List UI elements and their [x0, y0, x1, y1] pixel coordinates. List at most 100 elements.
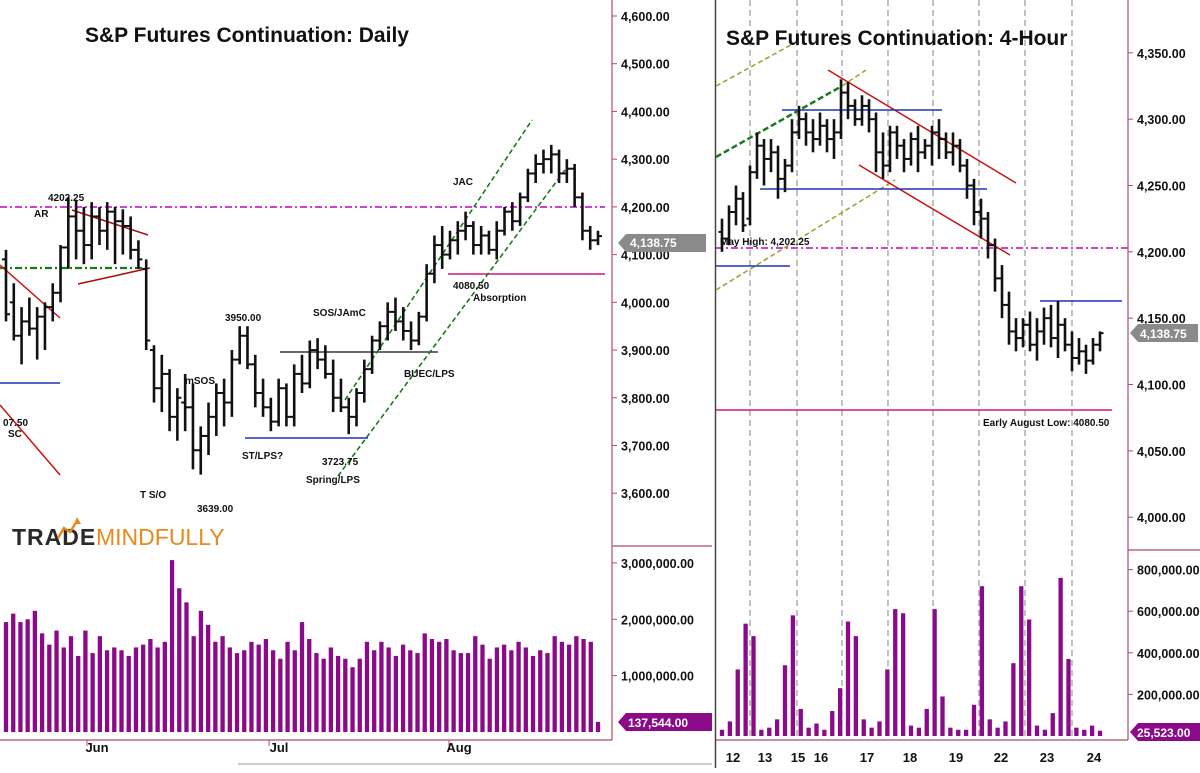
h4-volume-bar: [838, 688, 842, 736]
daily-volume-bar: [26, 619, 30, 732]
daily-volume-bar: [18, 622, 22, 732]
h4-volume-bar: [806, 728, 810, 736]
h4-volume-bar: [956, 730, 960, 736]
h4-volume-bar: [1019, 586, 1023, 736]
daily-volume-bar: [459, 653, 463, 732]
h4-volume-bar: [964, 730, 968, 736]
daily-volume-bar: [430, 639, 434, 732]
daily-last-volume-text: 137,544.00: [628, 716, 688, 730]
h4-volume-bar: [940, 696, 944, 736]
daily-volume-bar: [163, 642, 167, 732]
h4-volume-bar: [720, 730, 724, 736]
h4-time-tick-label: 18: [903, 750, 917, 765]
daily-volume-bar: [141, 645, 145, 732]
h4-volume-bar: [932, 609, 936, 736]
daily-volume-bar: [293, 650, 297, 732]
brand-mindfully: MINDFULLY: [96, 524, 225, 550]
annotation-3639: 3639.00: [197, 504, 234, 515]
h4-volume-bar: [783, 665, 787, 736]
h4-volume-bar: [1066, 659, 1070, 736]
annotation-sc: SC: [8, 429, 22, 440]
daily-volume-bar: [134, 647, 138, 732]
brand-trade: TRADE: [12, 524, 96, 550]
daily-price-tick-label: 4,600.00: [621, 10, 670, 24]
h4-time-tick-label: 24: [1087, 750, 1102, 765]
h4-volume-bar: [877, 721, 881, 736]
daily-volume-bar: [47, 645, 51, 732]
daily-time-tick-label: Jul: [270, 740, 289, 755]
daily-volume-bar: [40, 633, 44, 732]
daily-volume-bar: [365, 642, 369, 732]
daily-volume-bar: [285, 642, 289, 732]
daily-volume-bar: [574, 636, 578, 732]
daily-volume-bar: [90, 653, 94, 732]
annotation-sos-jamc: SOS/JAmC: [313, 308, 366, 319]
daily-time-tick-label: Jun: [85, 740, 108, 755]
daily-volume-bar: [76, 656, 80, 732]
h4-price-tick-label: 4,000.00: [1137, 511, 1186, 525]
daily-volume-bar: [415, 653, 419, 732]
daily-volume-bar: [372, 650, 376, 732]
h4-volume-bar: [1058, 578, 1062, 736]
h4-volume-bar: [1035, 726, 1039, 736]
daily-volume-bar: [220, 636, 224, 732]
h4-volume-bar: [1082, 730, 1086, 736]
h4-volume-bar: [995, 728, 999, 736]
daily-volume-bar: [119, 650, 123, 732]
daily-volume-bar: [394, 656, 398, 732]
h4-volume-bar: [862, 719, 866, 736]
h4-volume-tick-label: 200,000.00: [1137, 688, 1200, 702]
daily-volume-bar: [33, 611, 37, 732]
h4-volume-bar: [988, 719, 992, 736]
daily-volume-bar: [516, 642, 520, 732]
h4-time-tick-label: 16: [814, 750, 828, 765]
daily-volume-bar: [581, 639, 585, 732]
annotation-buec-lps: BUEC/LPS: [404, 369, 455, 380]
daily-volume-bar: [69, 636, 73, 732]
h4-time-tick-label: 12: [726, 750, 740, 765]
daily-volume-tick-label: 3,000,000.00: [621, 557, 694, 571]
h4-time-tick-label: 23: [1040, 750, 1054, 765]
daily-volume-bar: [423, 633, 427, 732]
daily-volume-bar: [98, 636, 102, 732]
h4-volume-bar: [736, 669, 740, 736]
h4-volume-bar: [1098, 731, 1102, 736]
daily-volume-bar: [531, 656, 535, 732]
h4-volume-bar: [885, 669, 889, 736]
h4-volume-bar: [767, 728, 771, 736]
h4-volume-bar: [980, 586, 984, 736]
h4-volume-bar: [728, 721, 732, 736]
daily-volume-bar: [545, 653, 549, 732]
h4-volume-bar: [909, 726, 913, 736]
h4-volume-bar: [1011, 663, 1015, 736]
daily-volume-bar: [11, 614, 15, 732]
daily-volume-bar: [155, 647, 159, 732]
h4-volume-bar: [791, 615, 795, 736]
h4-volume-bar: [846, 622, 850, 736]
daily-volume-bar: [170, 560, 174, 732]
h4-volume-bar: [751, 636, 755, 736]
h4-volume-bar: [830, 711, 834, 736]
annotation-st-lps: ST/LPS?: [242, 451, 283, 462]
h4-chart-title: S&P Futures Continuation: 4-Hour: [726, 27, 1067, 50]
daily-price-tick-label: 4,300.00: [621, 153, 670, 167]
h4-volume-bar: [814, 724, 818, 736]
annotation-4080: 4080.50: [453, 281, 490, 292]
daily-volume-bar: [401, 645, 405, 732]
h4-volume-bar: [917, 728, 921, 736]
h4-volume-tick-label: 400,000.00: [1137, 647, 1200, 661]
daily-volume-bar: [509, 650, 513, 732]
h4-volume-bar: [972, 705, 976, 736]
daily-volume-bar: [257, 645, 261, 732]
h4-price-tick-label: 4,100.00: [1137, 379, 1186, 393]
daily-volume-bar: [343, 659, 347, 732]
daily-volume-bar: [560, 642, 564, 732]
daily-price-tick-label: 4,400.00: [621, 105, 670, 119]
daily-volume-bar: [473, 636, 477, 732]
annotation-3723: 3723.75: [322, 457, 359, 468]
daily-price-tick-label: 3,800.00: [621, 392, 670, 406]
daily-volume-bar: [538, 650, 542, 732]
h4-last-volume-text: 25,523.00: [1137, 726, 1191, 740]
